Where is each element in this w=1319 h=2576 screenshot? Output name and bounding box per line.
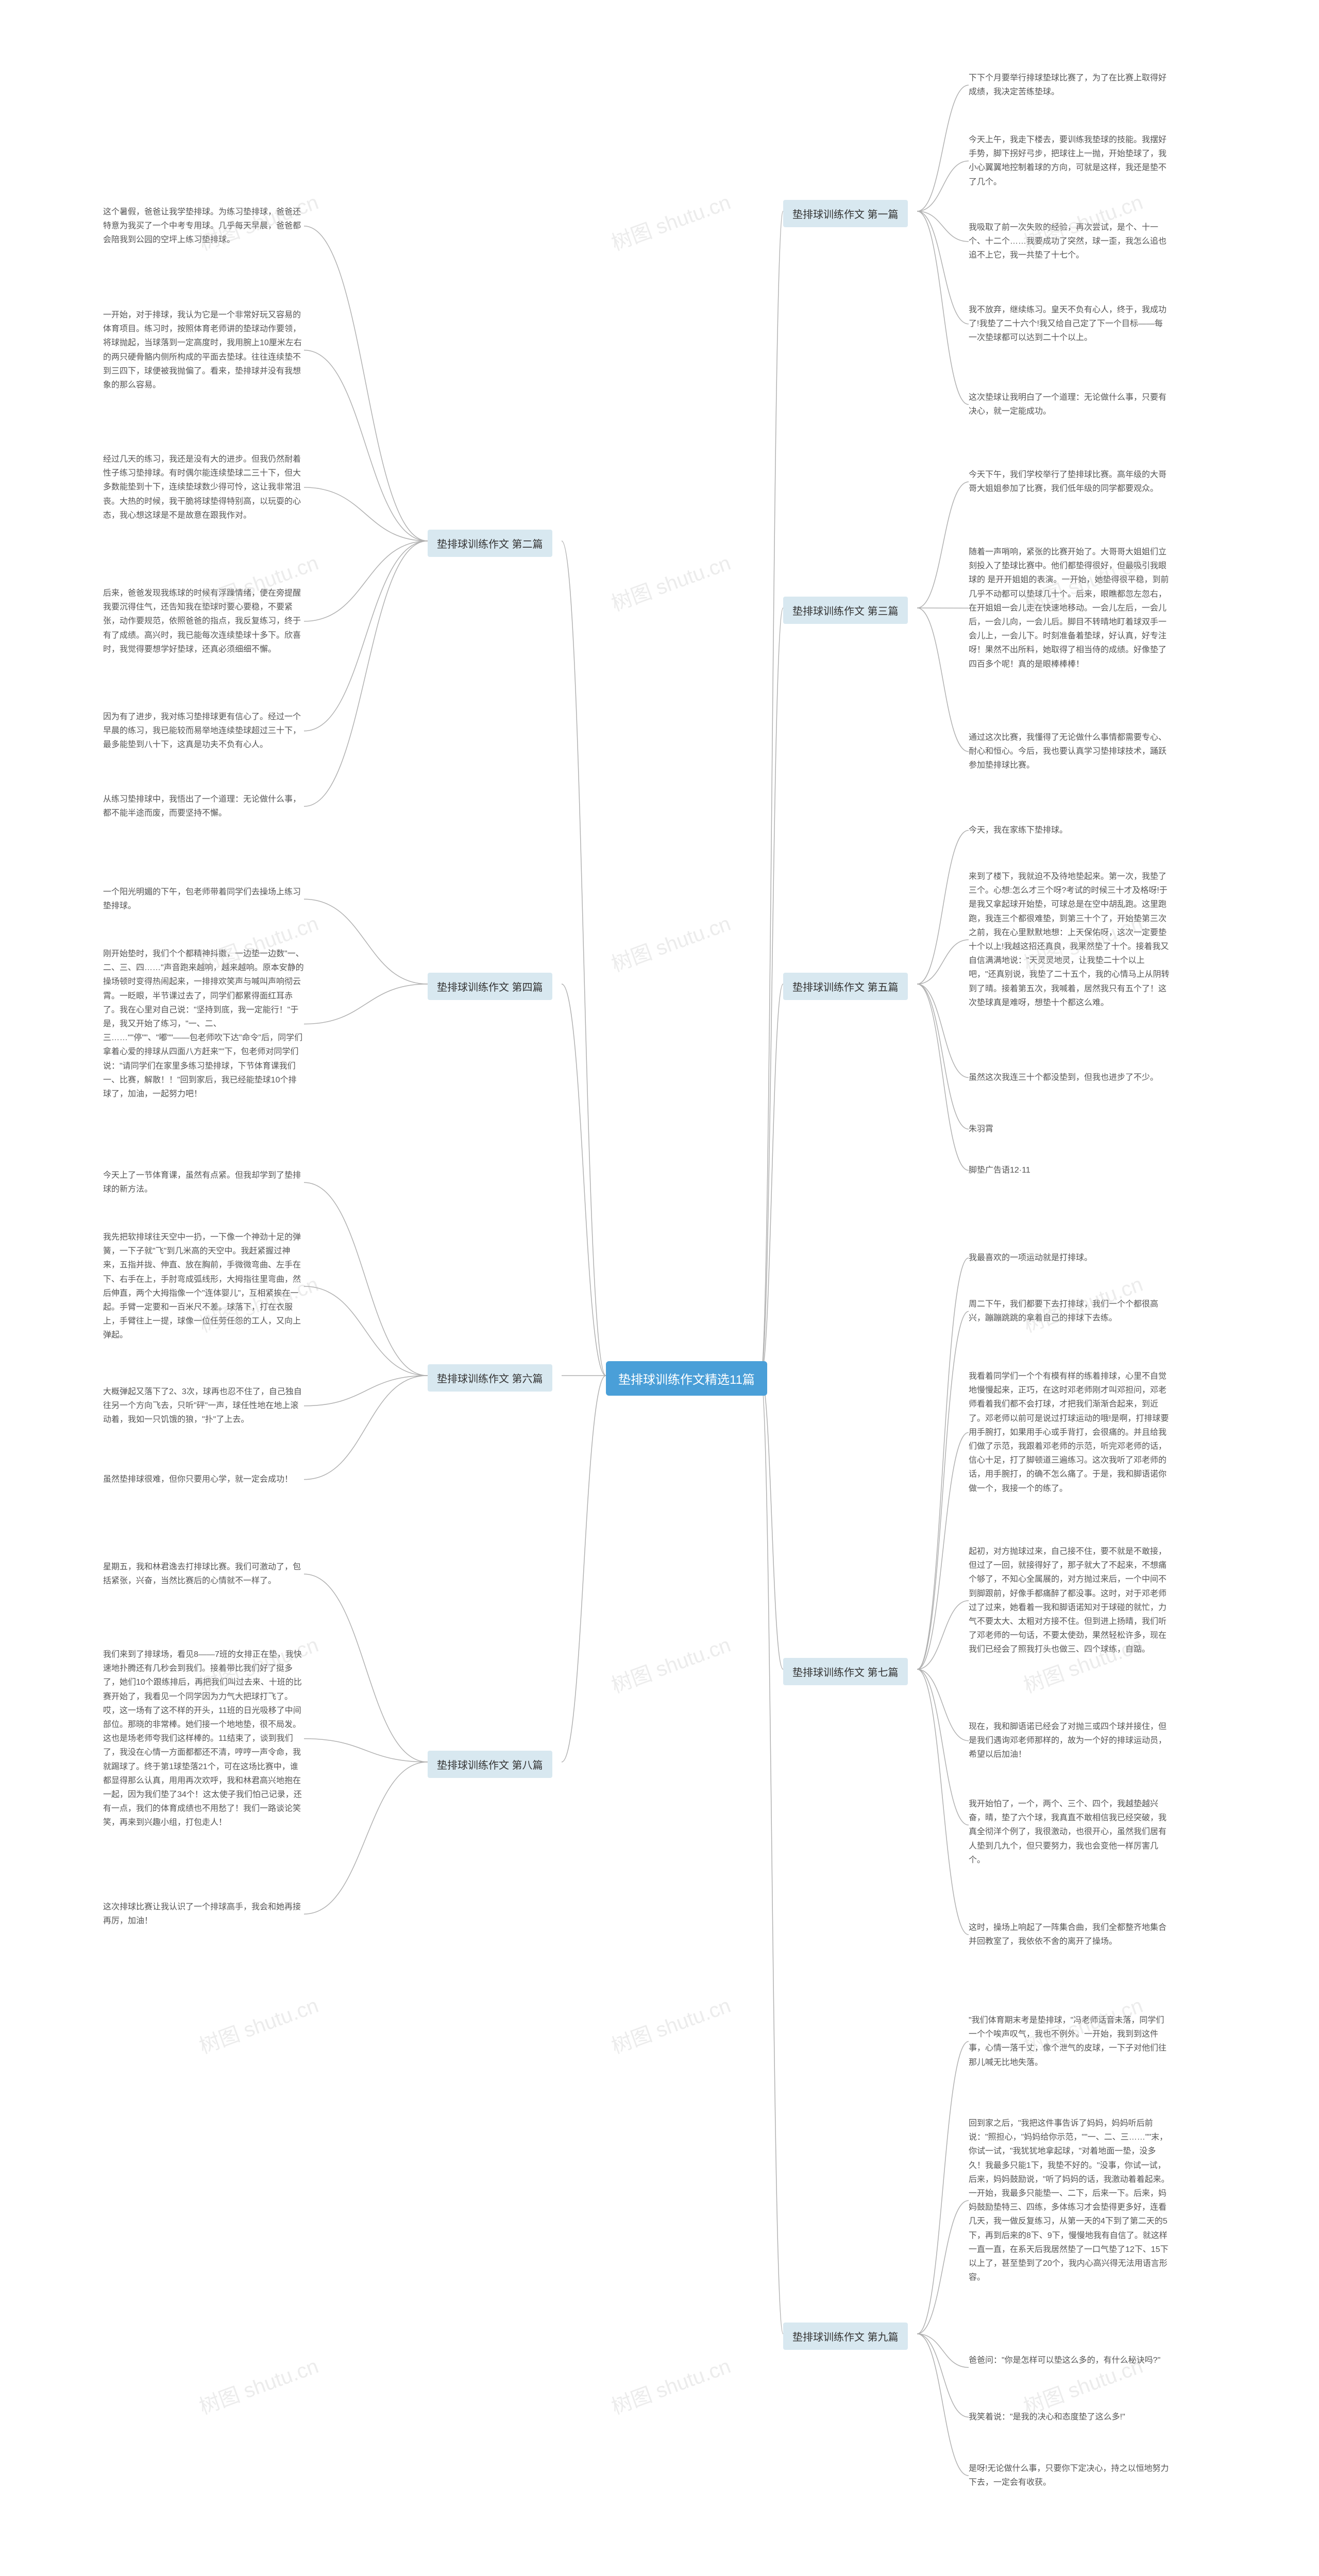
leaf-node: 随着一声哨响，紧张的比赛开始了。大哥哥大姐姐们立刻投入了垫球比赛中。他们都垫得很… <box>969 541 1170 675</box>
leaf-node: 我笑着说："是我的决心和态度垫了这么多!" <box>969 2406 1125 2428</box>
branch-node-b6: 垫排球训练作文 第六篇 <box>428 1364 552 1392</box>
leaf-node: 我先把软排球往天空中一扔，一下像一个神劲十足的弹簧，一下子就"飞"到几米高的天空… <box>103 1226 304 1347</box>
watermark: 树图 shutu.cn <box>606 2349 734 2420</box>
leaf-node: "我们体育期末考是垫排球，"冯老师话音未落，同学们一个个唉声叹气，我也不例外。一… <box>969 2009 1170 2074</box>
branch-node-b3: 垫排球训练作文 第三篇 <box>783 597 908 624</box>
leaf-node: 我开始怕了，一个，两个、三个、四个，我越垫越兴奋，晴，垫了六个球，我真直不敢相信… <box>969 1793 1170 1871</box>
leaf-node: 这时，操场上响起了一阵集合曲，我们全都整齐地集合并回教室了，我依依不舍的离开了操… <box>969 1917 1170 1953</box>
leaf-node: 一开始，对于排球，我认为它是一个非常好玩又容易的体育项目。练习时，按照体育老师讲… <box>103 304 304 396</box>
leaf-node: 我不放弃，继续练习。皇天不负有心人，终于，我成功了!我垫了二十六个!我又给自己定… <box>969 299 1170 349</box>
branch-node-b7: 垫排球训练作文 第七篇 <box>783 1658 908 1685</box>
leaf-node: 我吸取了前一次失败的经验，再次尝试，是个、十一个、十二个……我要成功了突然，球一… <box>969 216 1170 267</box>
leaf-node: 通过这次比赛，我懂得了无论做什么事情都需要专心、耐心和恒心。今后，我也要认真学习… <box>969 726 1170 777</box>
leaf-node: 现在，我和脚语诺已经会了对抛三或四个球并接住，但是我们遇询邓老师那样的，故为一个… <box>969 1716 1170 1766</box>
leaf-node: 星期五，我和林君逸去打排球比赛。我们可激动了，包括紧张，兴奋，当然比赛后的心情就… <box>103 1556 304 1592</box>
branch-node-b5: 垫排球训练作文 第五篇 <box>783 973 908 1000</box>
leaf-node: 今天上午，我走下楼去，要训练我垫球的技能。我摆好手势，脚下拐好弓步，把球往上一抛… <box>969 129 1170 193</box>
leaf-node: 虽然这次我连三十个都没垫到，但我也进步了不少。 <box>969 1066 1158 1089</box>
watermark: 树图 shutu.cn <box>194 1989 322 2059</box>
watermark: 树图 shutu.cn <box>606 907 734 977</box>
branch-node-b9: 垫排球训练作文 第九篇 <box>783 2323 908 2350</box>
leaf-node: 我看着同学们一个个有模有样的练着排球，心里不自觉地慢慢起来，正巧，在这时邓老师刚… <box>969 1365 1170 1500</box>
leaf-node: 从练习垫排球中，我悟出了一个道理：无论做什么事，都不能半途而废，而要坚持不懈。 <box>103 788 304 824</box>
leaf-node: 后来，爸爸发现我练球的时候有浮躁情绪，便在旁提醒我要沉得住气，还告知我在垫球时要… <box>103 582 304 660</box>
leaf-node: 这次垫球让我明白了一个道理：无论做什么事，只要有决心，就一定能成功。 <box>969 386 1170 422</box>
branch-node-b2: 垫排球训练作文 第二篇 <box>428 530 552 557</box>
leaf-node: 爸爸问："你是怎样可以垫这么多的，有什么秘诀吗?" <box>969 2349 1160 2371</box>
leaf-node: 刚开始垫时，我们个个都精神抖擞，一边垫一边数"一、二、三、四……"声音跑来越响，… <box>103 943 304 1105</box>
leaf-node: 因为有了进步，我对练习垫排球更有信心了。经过一个早晨的练习，我已能较而易举地连续… <box>103 706 304 756</box>
leaf-node: 脚垫广告语12·11 <box>969 1159 1030 1181</box>
leaf-node: 起初，对方抛球过来，自己接不住，要不就是不敢接，但过了一回，就接得好了，那子就大… <box>969 1540 1170 1661</box>
watermark: 树图 shutu.cn <box>606 546 734 617</box>
center-node: 垫排球训练作文精选11篇 <box>606 1361 767 1396</box>
watermark: 树图 shutu.cn <box>194 2349 322 2420</box>
branch-node-b4: 垫排球训练作文 第四篇 <box>428 973 552 1000</box>
leaf-node: 回到家之后，"我把这件事告诉了妈妈，妈妈听后前说："照担心，"妈妈给你示范，""… <box>969 2112 1170 2289</box>
leaf-node: 是呀!无论做什么事，只要你下定决心，持之以恒地努力下去，一定会有收获。 <box>969 2458 1170 2494</box>
branch-node-b8: 垫排球训练作文 第八篇 <box>428 1751 552 1778</box>
leaf-node: 来到了楼下，我就迫不及待地垫起来。第一次，我垫了三个。心想:怎么才三个呀?考试的… <box>969 866 1170 1014</box>
watermark: 树图 shutu.cn <box>606 1628 734 1699</box>
leaf-node: 我们来到了排球场，看见8——7班的女排正在垫，我快速地扑腾还有几秒会到我们。接着… <box>103 1643 304 1834</box>
leaf-node: 一个阳光明媚的下午，包老师带着同学们去操场上练习垫排球。 <box>103 881 304 917</box>
leaf-node: 周二下午，我们都要下去打排球，我们一个个都很高兴，蹦蹦跳跳的拿着自己的排球下去练… <box>969 1293 1170 1329</box>
watermark: 树图 shutu.cn <box>606 1989 734 2059</box>
leaf-node: 今天下午，我们学校举行了垫排球比赛。高年级的大哥哥大姐姐参加了比赛，我们低年级的… <box>969 464 1170 500</box>
leaf-node: 大概弹起又落下了2、3次，球再也忍不住了，自己独自往另一个方向飞去，只听"砰"一… <box>103 1381 304 1431</box>
watermark: 树图 shutu.cn <box>606 185 734 256</box>
leaf-node: 经过几天的练习，我还是没有大的进步。但我仍然耐着性子练习垫排球。有时偶尔能连续垫… <box>103 448 304 527</box>
leaf-node: 下下个月要举行排球垫球比赛了，为了在比赛上取得好成绩，我决定苦练垫球。 <box>969 67 1170 103</box>
leaf-node: 朱羽霄 <box>969 1118 993 1140</box>
leaf-node: 今天上了一节体育课，虽然有点紧。但我却学到了垫排球的新方法。 <box>103 1164 304 1200</box>
leaf-node: 这次排球比赛让我认识了一个排球高手，我会和她再接再厉，加油！ <box>103 1896 304 1932</box>
leaf-node: 我最喜欢的一项运动就是打排球。 <box>969 1247 1092 1269</box>
leaf-node: 今天，我在家练下垫排球。 <box>969 819 1068 841</box>
branch-node-b1: 垫排球训练作文 第一篇 <box>783 200 908 227</box>
leaf-node: 虽然垫排球很难，但你只要用心学，就一定会成功！ <box>103 1468 293 1490</box>
leaf-node: 这个暑假，爸爸让我学垫排球。为练习垫排球，爸爸还特意为我买了一个中考专用球。几乎… <box>103 201 304 251</box>
